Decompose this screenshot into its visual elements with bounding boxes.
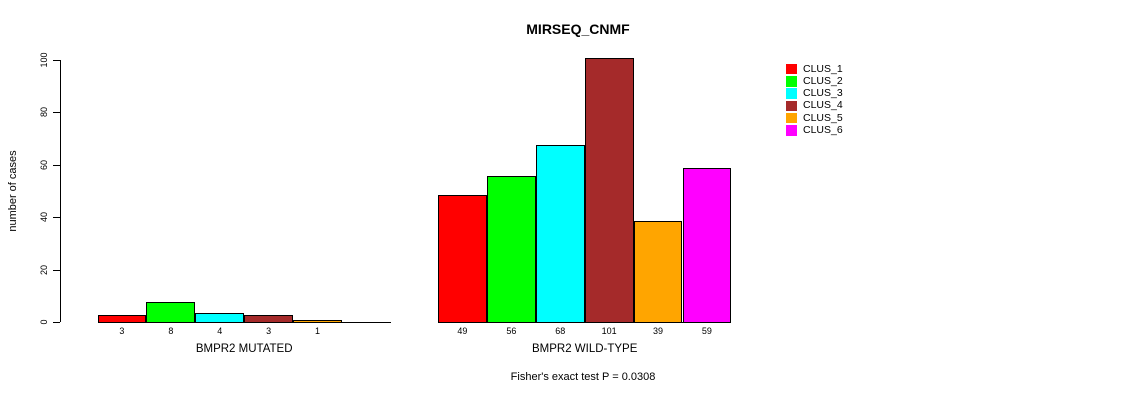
y-axis-label: number of cases	[7, 150, 19, 232]
bar-clus-5-bmpr2-wild-type	[633, 221, 683, 323]
chart-title: MIRSEQ_CNMF	[526, 21, 630, 37]
y-axis-tick	[53, 322, 60, 323]
bar-clus-2-bmpr2-mutated	[146, 302, 196, 323]
legend-swatch-clus-4	[786, 100, 797, 112]
y-axis-tick-label: 100	[39, 52, 49, 68]
bar-clus-1-bmpr2-mutated	[97, 315, 147, 323]
bar-value-label: 59	[701, 326, 712, 336]
bar-clus-1-bmpr2-wild-type	[438, 195, 487, 323]
legend-item-clus-1: CLUS_1	[786, 63, 843, 75]
legend-item-clus-4: CLUS_4	[786, 100, 843, 112]
legend-swatch-clus-2	[786, 76, 797, 87]
fisher-test-annotation: Fisher's exact test P = 0.0308	[510, 371, 656, 383]
legend-label: CLUS_3	[803, 87, 843, 100]
bar-value-label: 101	[601, 326, 617, 336]
bar-value-label: 1	[315, 326, 321, 336]
bar-clus-5-bmpr2-mutated	[293, 320, 342, 323]
y-axis-tick	[53, 60, 60, 61]
y-axis-tick-label: 80	[39, 107, 49, 118]
bar-clus-6-bmpr2-wild-type	[682, 168, 732, 323]
y-axis-tick	[53, 164, 60, 166]
legend-item-clus-3: CLUS_3	[786, 88, 843, 100]
group-label-bmpr2-mutated: BMPR2 MUTATED	[195, 343, 293, 355]
y-axis-tick-label: 40	[39, 212, 49, 223]
legend-item-clus-5: CLUS_5	[786, 112, 843, 124]
bar-value-label: 8	[168, 326, 174, 336]
legend-swatch-clus-6	[786, 125, 797, 136]
bar-clus-3-bmpr2-mutated	[195, 313, 245, 323]
legend-label: CLUS_6	[803, 124, 843, 136]
bar-clus-3-bmpr2-wild-type	[535, 145, 585, 323]
y-axis-tick	[53, 112, 60, 114]
y-axis-tick-label: 20	[39, 264, 49, 275]
group-label-bmpr2-wild-type: BMPR2 WILD-TYPE	[531, 343, 638, 355]
y-axis-tick-label: 0	[39, 319, 49, 325]
legend-swatch-clus-1	[786, 63, 797, 75]
legend-label: CLUS_4	[803, 99, 843, 112]
legend-label: CLUS_2	[803, 74, 843, 87]
legend-swatch-clus-5	[786, 112, 797, 124]
y-axis-tick	[53, 217, 60, 219]
legend-label: CLUS_5	[803, 111, 843, 124]
bar-value-label: 4	[217, 326, 223, 336]
legend-item-clus-6: CLUS_6	[786, 125, 843, 137]
legend-swatch-clus-3	[786, 88, 797, 99]
legend-label: CLUS_1	[803, 62, 843, 75]
bar-clus-4-bmpr2-wild-type	[584, 58, 634, 323]
bar-value-label: 3	[119, 326, 125, 336]
bar-value-label: 56	[506, 326, 517, 336]
bar-clus-4-bmpr2-mutated	[244, 315, 294, 323]
bar-value-label: 39	[653, 326, 664, 336]
y-axis-line	[60, 60, 61, 322]
y-axis-tick	[53, 269, 60, 271]
bar-value-label: 68	[555, 326, 566, 336]
y-axis-tick-label: 60	[39, 159, 49, 170]
bar-clus-2-bmpr2-wild-type	[486, 176, 536, 323]
bar-value-label: 49	[457, 326, 468, 336]
bar-value-label: 3	[266, 326, 272, 336]
legend-item-clus-2: CLUS_2	[786, 75, 843, 87]
